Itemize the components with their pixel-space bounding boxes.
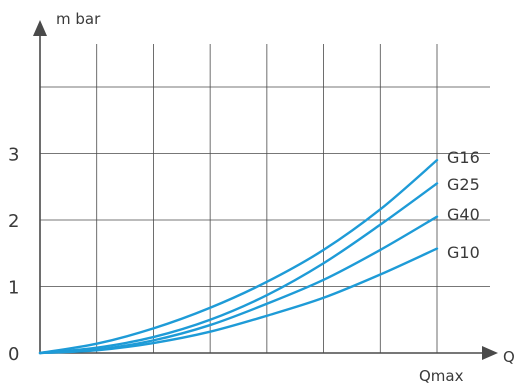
series-line-g10 bbox=[38, 247, 439, 355]
series-line-g16 bbox=[38, 158, 439, 355]
x-axis-label: Q bbox=[503, 348, 515, 366]
grid bbox=[40, 44, 490, 353]
y-tick-labels: 0 1 2 3 bbox=[8, 145, 19, 366]
series-line-g25 bbox=[38, 182, 439, 355]
axes: m bar Q Qmax bbox=[33, 10, 515, 385]
series-label-g40: G40 bbox=[447, 205, 480, 224]
series-label-g25: G25 bbox=[447, 175, 480, 194]
series-curves bbox=[38, 158, 439, 355]
series-label-g10: G10 bbox=[447, 243, 480, 262]
series-label-g16: G16 bbox=[447, 148, 480, 167]
y-tick-label: 3 bbox=[8, 145, 19, 166]
y-axis-arrow bbox=[33, 20, 47, 36]
series-line-g40 bbox=[38, 215, 439, 355]
x-tick-label-qmax: Qmax bbox=[419, 367, 464, 385]
y-axis-label: m bar bbox=[56, 10, 101, 28]
y-tick-label: 1 bbox=[8, 278, 19, 299]
y-tick-label: 2 bbox=[8, 211, 19, 232]
y-tick-label: 0 bbox=[8, 344, 19, 365]
x-axis-arrow bbox=[482, 346, 498, 360]
series-labels: G16 G25 G40 G10 bbox=[447, 148, 480, 262]
